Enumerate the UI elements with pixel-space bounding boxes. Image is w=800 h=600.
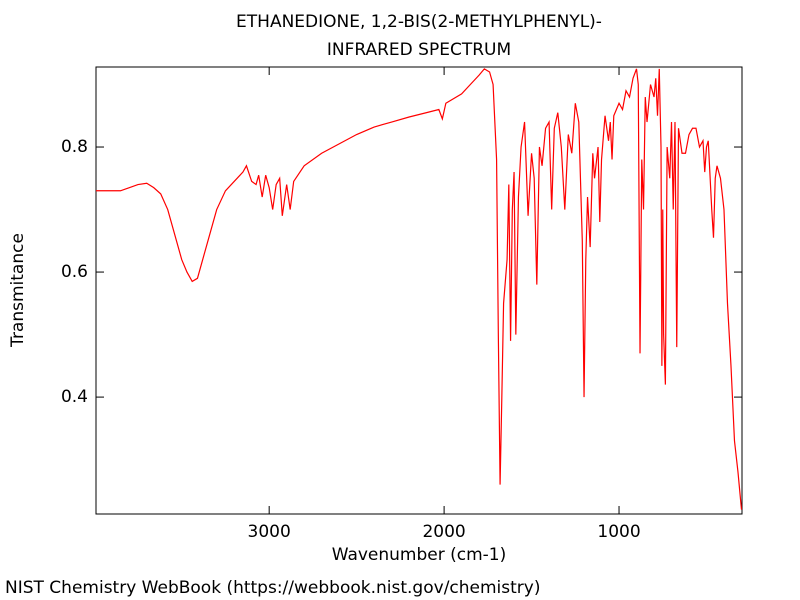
- y-tick-label: 0.6: [61, 262, 88, 282]
- chart-title: ETHANEDIONE, 1,2-BIS(2-METHYLPHENYL)-: [236, 12, 602, 32]
- y-axis-label: Transmitance: [8, 233, 28, 348]
- chart-subtitle: INFRARED SPECTRUM: [327, 40, 511, 60]
- x-tick-label: 3000: [248, 522, 291, 542]
- x-tick-label: 1000: [597, 522, 640, 542]
- y-tick-label: 0.8: [61, 137, 88, 157]
- x-axis-label: Wavenumber (cm-1): [332, 545, 507, 565]
- y-tick-label: 0.4: [61, 387, 88, 407]
- spectrum-line: [96, 68, 743, 510]
- source-note: NIST Chemistry WebBook (https://webbook.…: [5, 578, 540, 598]
- plot-frame: [95, 66, 743, 515]
- x-tick-label: 2000: [422, 522, 465, 542]
